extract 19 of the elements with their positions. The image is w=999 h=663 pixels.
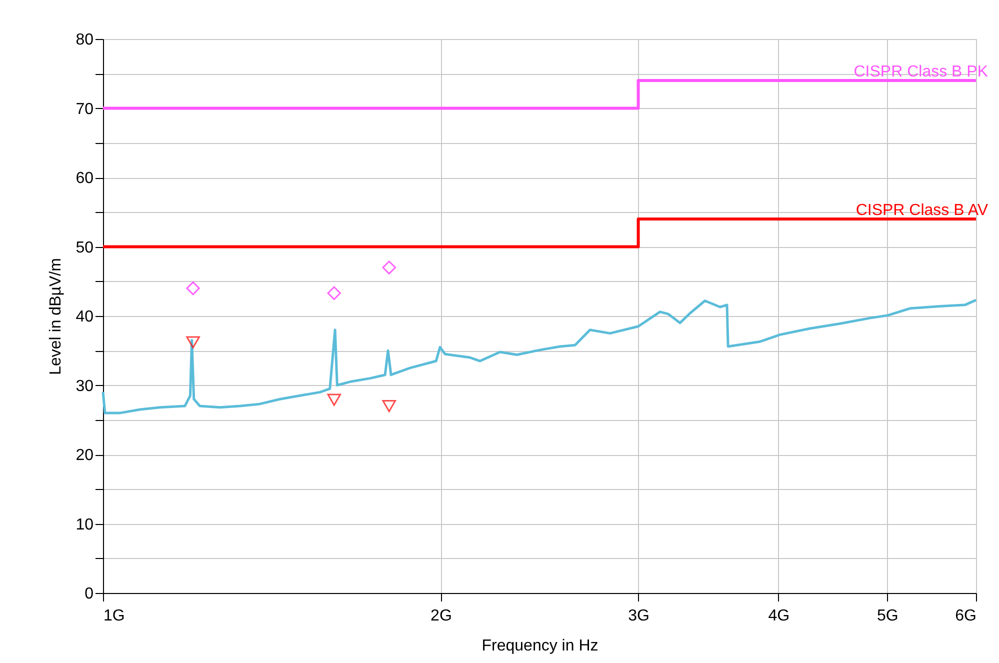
x-tick-label: 3G — [628, 608, 650, 624]
x-tick-label: 2G — [430, 608, 452, 624]
y-tick-label: 80 — [76, 32, 94, 48]
y-tick-label: 20 — [76, 447, 94, 464]
x-tick-label: 5G — [876, 608, 898, 624]
y-axis-title: Level in dBµV/m — [48, 258, 65, 375]
x-tick-label: 6G — [955, 608, 976, 624]
y-tick-label: 60 — [76, 170, 94, 187]
x-axis-title: Frequency in Hz — [482, 638, 598, 654]
series-label: CISPR Class B AV — [856, 202, 988, 220]
x-tick-label: 1G — [104, 608, 125, 624]
y-tick-label: 30 — [76, 378, 94, 395]
y-tick-label: 0 — [84, 586, 94, 602]
y-tick-label: 70 — [76, 100, 94, 118]
x-tick-label: 4G — [768, 608, 790, 624]
y-tick-label: 10 — [76, 516, 94, 534]
y-tick-label: 40 — [76, 308, 94, 326]
y-tick-label: 50 — [76, 239, 94, 256]
series-label: CISPR Class B PK — [854, 64, 988, 81]
